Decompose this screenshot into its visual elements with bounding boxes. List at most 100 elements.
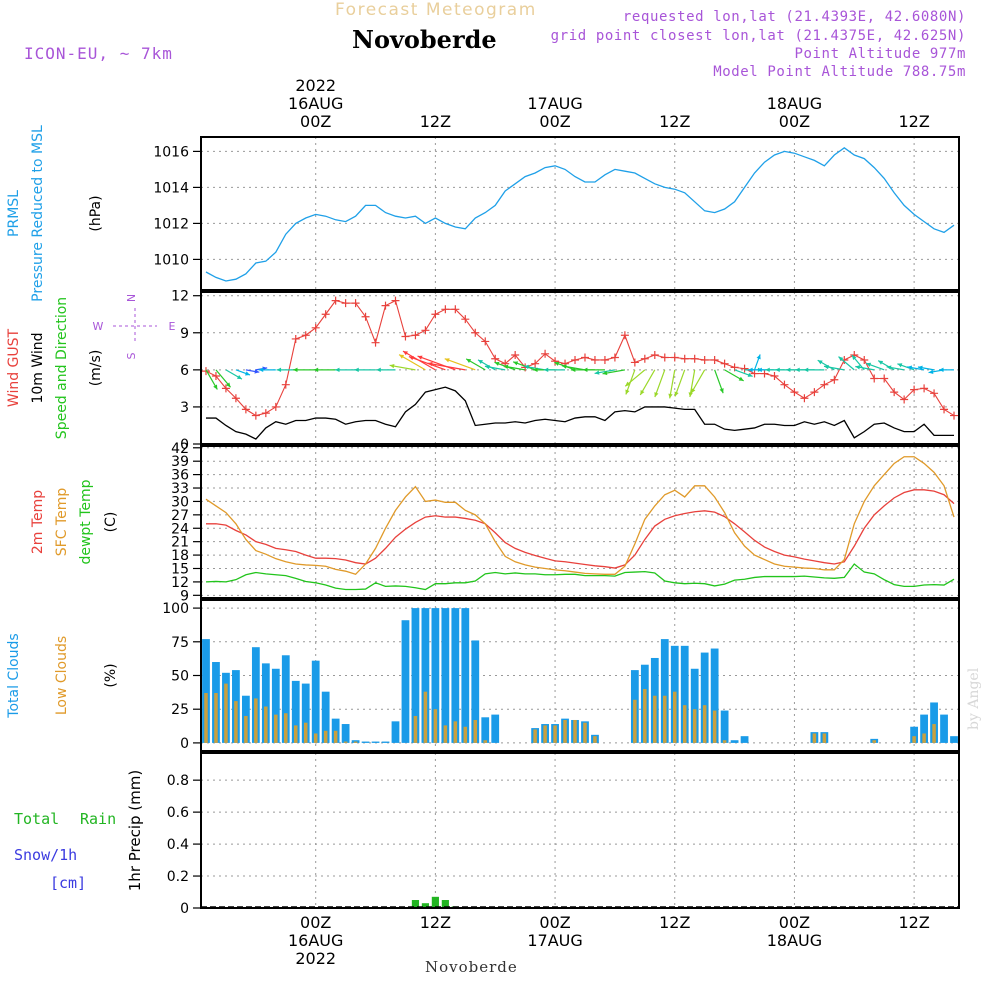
wind-arrow-head — [824, 364, 829, 370]
time-label-top: 18AUG — [767, 94, 822, 113]
wind-arrow-head — [878, 360, 884, 365]
gust-marker — [710, 355, 719, 364]
wind-arrow-head — [674, 391, 679, 397]
y-tick-label: 50 — [171, 669, 189, 685]
gust-marker — [620, 331, 629, 340]
total-cloud-bar — [311, 660, 320, 743]
location-title: Novoberde — [352, 25, 497, 54]
gust-marker — [331, 296, 340, 305]
wind-arrow-head — [851, 355, 857, 360]
y-tick-label: 42 — [171, 441, 189, 457]
low-cloud-bar — [423, 691, 428, 743]
y-tick-label: 1010 — [153, 252, 189, 268]
low-cloud-bar — [822, 733, 827, 743]
gust-marker — [640, 354, 649, 363]
wind-arrow-head — [513, 361, 519, 366]
y-axis-label: 1hr Precip (mm) — [126, 770, 144, 891]
wind-arrow-head — [756, 354, 761, 360]
total-cloud-bar — [451, 608, 460, 743]
rain-bar — [441, 900, 449, 908]
gust-marker — [950, 411, 959, 420]
gust-marker — [940, 405, 949, 414]
compass-s: S — [125, 352, 138, 359]
wind-arrow-head — [225, 382, 231, 388]
panel-pressure: 1010 1012 1014 1016 PRMSL Pressure Reduced to… — [6, 125, 960, 302]
gust-marker — [471, 328, 480, 337]
gust-marker — [401, 332, 410, 341]
total-cloud-bar — [660, 639, 669, 743]
gust-marker — [571, 355, 580, 364]
wind-arrow-head — [292, 367, 298, 373]
dewpt-line — [205, 563, 955, 591]
legend-total: Total — [14, 810, 59, 828]
total-cloud-bar — [461, 608, 470, 743]
wind-arrow — [444, 358, 476, 371]
wind-speed-line — [205, 386, 955, 440]
total-cloud-bar — [481, 717, 490, 743]
low-cloud-bar — [583, 722, 587, 743]
time-label-bottom: 00Z — [779, 913, 810, 932]
total-cloud-bar — [202, 639, 210, 743]
low-cloud-bar — [333, 730, 338, 743]
tsfc-line — [205, 456, 955, 576]
low-cloud-bar — [643, 688, 647, 743]
requested-coords: requested lon,lat (21.4393E, 42.6080N) — [622, 9, 966, 25]
y-axis-label: (%) — [103, 663, 119, 687]
low-cloud-bar — [912, 736, 916, 743]
legend-snow: Snow/1h — [14, 846, 77, 864]
low-cloud-bar — [483, 740, 488, 743]
low-cloud-bar — [264, 706, 268, 743]
gust-marker — [301, 331, 310, 340]
y-tick-label: 9 — [180, 588, 189, 604]
low-cloud-bar — [274, 714, 278, 743]
gust-marker — [610, 353, 619, 362]
time-label-top: 00Z — [539, 112, 570, 131]
low-cloud-bar — [254, 698, 258, 743]
wind-arrow-head — [533, 367, 538, 373]
wind-arrow-head — [570, 367, 576, 373]
time-label-bottom: 12Z — [659, 913, 690, 932]
wind-arrow-head — [276, 367, 282, 373]
gust-marker — [690, 354, 699, 363]
wind-arrow-head — [928, 369, 934, 374]
low-cloud-bar — [932, 724, 936, 743]
wind-arrow — [408, 356, 446, 371]
panel-wind: 0 3 6 9 12 Wind GUST 10m Wind Speed and Directi… — [6, 289, 960, 453]
low-cloud-bar — [343, 741, 348, 743]
wind-arrow-head — [466, 358, 472, 363]
panel-frame — [200, 599, 960, 752]
wind-arrow-head — [785, 367, 791, 373]
y-axis-label: (m/s) — [88, 350, 104, 387]
low-cloud-bar — [413, 715, 418, 743]
low-cloud-bar — [663, 695, 667, 743]
y-tick-label: 27 — [171, 508, 189, 524]
total-cloud-bar — [281, 655, 290, 743]
wind-arrow-head — [625, 381, 631, 387]
gust-marker — [660, 353, 669, 362]
gust-marker — [461, 315, 470, 324]
gust-marker — [311, 323, 320, 332]
t2m-line — [205, 489, 955, 569]
y-tick-label: 0.8 — [167, 773, 189, 789]
low-cloud-bar — [543, 725, 547, 743]
wind-arrow-head — [691, 388, 696, 394]
time-label-bottom: 12Z — [420, 913, 451, 932]
y-tick-label: 75 — [171, 635, 189, 651]
time-label-bottom: 2022 — [295, 949, 336, 968]
model-label: ICON-EU, ~ 7km — [24, 44, 173, 63]
y-axis-label: SFC Temp — [54, 488, 70, 557]
time-label-bottom: 18AUG — [767, 931, 822, 950]
compass-cross — [113, 308, 157, 344]
y-axis-label: (C) — [103, 512, 119, 533]
pressure-line — [205, 146, 955, 282]
total-cloud-bar — [321, 691, 330, 743]
gust-marker — [531, 359, 540, 368]
wind-arrow-head — [408, 356, 414, 361]
y-tick-label: 33 — [171, 481, 189, 497]
y-axis-label: PRMSL — [6, 190, 22, 237]
gust-marker — [231, 394, 240, 403]
wind-arrow-head — [654, 392, 659, 398]
